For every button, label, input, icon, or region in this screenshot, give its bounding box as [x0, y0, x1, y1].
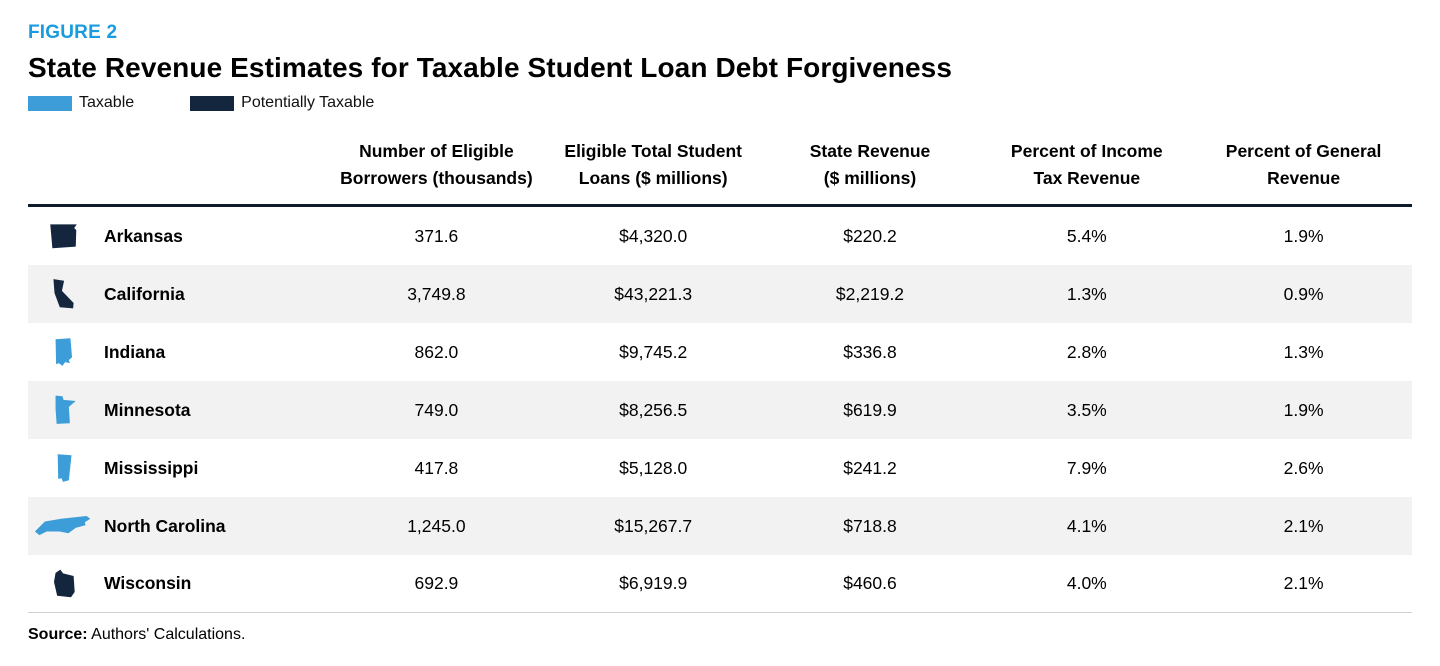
state-revenue-value: $460.6: [843, 573, 897, 594]
column-header-general-revenue: Percent of General Revenue: [1195, 138, 1412, 192]
borrowers-value: 371.6: [414, 225, 459, 246]
borrowers-value: 1,245.0: [407, 515, 466, 536]
source-line: Source: Authors' Calculations.: [28, 626, 1412, 644]
column-header-income-tax: Percent of Income Tax Revenue: [978, 138, 1195, 192]
state-icon-cell: [28, 335, 98, 369]
table-row: Wisconsin 692.9 $6,919.9 $460.6 4.0% 2.1…: [28, 555, 1412, 614]
general-revenue-pct-value: 1.3%: [1283, 341, 1324, 362]
state-revenue-value: $619.9: [843, 399, 897, 420]
state-name: Minnesota: [104, 399, 191, 420]
general-revenue-pct-value: 2.6%: [1283, 457, 1324, 478]
state-icon-cell: [28, 513, 98, 539]
general-revenue-pct-value: 2.1%: [1283, 573, 1324, 594]
income-tax-pct-value: 1.3%: [1066, 283, 1107, 304]
borrowers-value: 862.0: [414, 341, 459, 362]
column-header-line: Eligible Total Student: [564, 141, 742, 161]
state-revenue-value: $220.2: [843, 225, 897, 246]
state-icon-cell: [28, 451, 98, 485]
loans-value: $4,320.0: [619, 225, 688, 246]
income-tax-pct-value: 5.4%: [1066, 225, 1107, 246]
figure-label: FIGURE 2: [28, 22, 118, 43]
state-name: California: [104, 283, 185, 304]
table-row: Indiana 862.0 $9,745.2 $336.8 2.8% 1.3%: [28, 323, 1412, 381]
state-icon-cell: [28, 277, 98, 311]
table-header-row: Number of Eligible Borrowers (thousands)…: [28, 138, 1412, 208]
legend-label: Taxable: [79, 94, 135, 111]
legend: Taxable Potentially Taxable: [28, 94, 1412, 112]
borrowers-value: 417.8: [414, 457, 459, 478]
california-icon: [53, 279, 74, 309]
state-revenue-value: $718.8: [843, 515, 897, 536]
loans-value: $43,221.3: [614, 283, 693, 304]
wisconsin-icon: [53, 569, 75, 598]
state-revenue-value: $2,219.2: [835, 283, 905, 304]
borrowers-value: 3,749.8: [407, 283, 466, 304]
income-tax-pct-value: 4.0%: [1066, 573, 1107, 594]
column-header-line: Tax Revenue: [1033, 168, 1141, 189]
income-tax-pct-value: 3.5%: [1066, 399, 1107, 420]
borrowers-value: 692.9: [414, 573, 459, 594]
loans-value: $8,256.5: [619, 399, 688, 420]
state-icon-cell: [28, 567, 98, 601]
legend-label: Potentially Taxable: [241, 94, 375, 111]
column-header-line: Borrowers (thousands): [340, 168, 533, 189]
state-icon-cell: [28, 219, 98, 253]
indiana-icon: [55, 338, 73, 367]
taxable-swatch: [28, 95, 72, 111]
mississippi-icon: [57, 454, 72, 483]
table-row: California 3,749.8 $43,221.3 $2,219.2 1.…: [28, 265, 1412, 324]
column-header-line: ($ millions): [823, 168, 917, 189]
table-row: Minnesota 749.0 $8,256.5 $619.9 3.5% 1.9…: [28, 381, 1412, 440]
data-table: Number of Eligible Borrowers (thousands)…: [28, 138, 1412, 614]
figure-title: State Revenue Estimates for Taxable Stud…: [28, 52, 952, 83]
state-name: North Carolina: [104, 515, 226, 536]
column-header-line: Percent of General: [1225, 141, 1382, 161]
column-header-borrowers: Number of Eligible Borrowers (thousands): [328, 138, 545, 192]
general-revenue-pct-value: 0.9%: [1283, 283, 1324, 304]
column-header-state-revenue: State Revenue ($ millions): [762, 138, 979, 192]
legend-item-taxable: Taxable: [28, 94, 134, 112]
income-tax-pct-value: 7.9%: [1066, 457, 1107, 478]
loans-value: $5,128.0: [619, 457, 688, 478]
state-revenue-value: $241.2: [843, 457, 897, 478]
north-carolina-icon: [34, 516, 91, 536]
loans-value: $9,745.2: [619, 341, 688, 362]
state-name: Wisconsin: [104, 573, 192, 594]
arkansas-icon: [50, 224, 77, 249]
state-name: Arkansas: [104, 225, 183, 246]
column-header-line: Loans ($ millions): [578, 168, 728, 189]
general-revenue-pct-value: 1.9%: [1283, 399, 1324, 420]
source-text: Authors' Calculations.: [91, 626, 246, 644]
column-header-line: State Revenue: [809, 141, 931, 161]
loans-value: $6,919.9: [619, 573, 688, 594]
loans-value: $15,267.7: [614, 515, 693, 536]
potentially-taxable-swatch: [190, 95, 235, 111]
figure-page: FIGURE 2 State Revenue Estimates for Tax…: [28, 22, 1412, 644]
column-header-loans: Eligible Total Student Loans ($ millions…: [545, 138, 762, 192]
state-name: Indiana: [104, 341, 166, 362]
general-revenue-pct-value: 2.1%: [1283, 515, 1324, 536]
column-header-line: Number of Eligible: [359, 141, 514, 161]
minnesota-icon: [55, 395, 76, 425]
column-header-line: Percent of Income: [1010, 141, 1163, 161]
state-revenue-value: $336.8: [843, 341, 897, 362]
general-revenue-pct-value: 1.9%: [1283, 225, 1324, 246]
column-header-line: Revenue: [1267, 168, 1341, 189]
table-row: North Carolina 1,245.0 $15,267.7 $718.8 …: [28, 497, 1412, 556]
legend-item-potentially-taxable: Potentially Taxable: [190, 94, 374, 112]
state-name: Mississippi: [104, 457, 199, 478]
table-row: Mississippi 417.8 $5,128.0 $241.2 7.9% 2…: [28, 439, 1412, 497]
table-row: Arkansas 371.6 $4,320.0 $220.2 5.4% 1.9%: [28, 207, 1412, 265]
state-icon-cell: [28, 393, 98, 427]
income-tax-pct-value: 4.1%: [1066, 515, 1107, 536]
income-tax-pct-value: 2.8%: [1066, 341, 1107, 362]
borrowers-value: 749.0: [414, 399, 459, 420]
source-label: Source:: [28, 626, 88, 644]
